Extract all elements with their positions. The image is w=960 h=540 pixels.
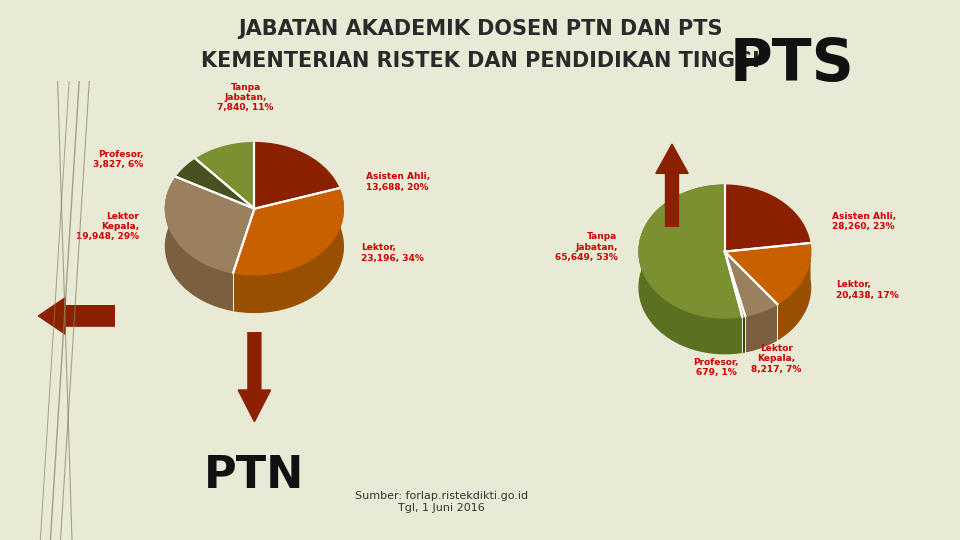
Text: Asisten Ahli,
13,688, 20%: Asisten Ahli, 13,688, 20% [366,172,430,192]
Polygon shape [639,185,742,318]
Polygon shape [742,316,745,352]
Text: Profesor,
679, 1%: Profesor, 679, 1% [693,357,739,377]
Polygon shape [165,177,233,310]
Polygon shape [233,188,344,312]
Polygon shape [639,185,742,354]
Text: Lektor
Kepala,
19,948, 29%: Lektor Kepala, 19,948, 29% [76,212,139,241]
Text: KEMENTERIAN RISTEK DAN PENDIDIKAN TINGGI: KEMENTERIAN RISTEK DAN PENDIDIKAN TINGGI [201,51,759,71]
Polygon shape [165,177,254,273]
Polygon shape [725,252,778,316]
Text: PTS: PTS [730,36,854,93]
Polygon shape [778,243,810,340]
Text: Profesor,
3,827, 6%: Profesor, 3,827, 6% [93,150,143,170]
Text: Tanpa
Jabatan,
65,649, 53%: Tanpa Jabatan, 65,649, 53% [555,232,617,262]
Polygon shape [177,159,254,208]
Polygon shape [196,143,254,208]
Text: Lektor
Kepala,
8,217, 7%: Lektor Kepala, 8,217, 7% [751,344,802,374]
FancyArrow shape [656,144,688,227]
Polygon shape [745,304,778,352]
Text: Lektor,
20,438, 17%: Lektor, 20,438, 17% [836,280,900,300]
Text: Tanpa
Jabatan,
7,840, 11%: Tanpa Jabatan, 7,840, 11% [217,83,274,112]
Polygon shape [725,185,810,252]
FancyArrow shape [38,298,115,334]
Text: JABATAN AKADEMIK DOSEN PTN DAN PTS: JABATAN AKADEMIK DOSEN PTN DAN PTS [238,19,722,39]
Text: Sumber: forlap.ristekdikti.go.id
Tgl, 1 Juni 2016: Sumber: forlap.ristekdikti.go.id Tgl, 1 … [355,491,528,513]
Polygon shape [254,143,339,208]
Text: Asisten Ahli,
28,260, 23%: Asisten Ahli, 28,260, 23% [832,212,896,231]
FancyArrow shape [238,332,271,422]
Text: PTN: PTN [204,454,304,497]
Polygon shape [233,188,344,275]
Text: Lektor,
23,196, 34%: Lektor, 23,196, 34% [361,244,424,263]
Polygon shape [725,252,745,316]
Polygon shape [725,243,810,304]
